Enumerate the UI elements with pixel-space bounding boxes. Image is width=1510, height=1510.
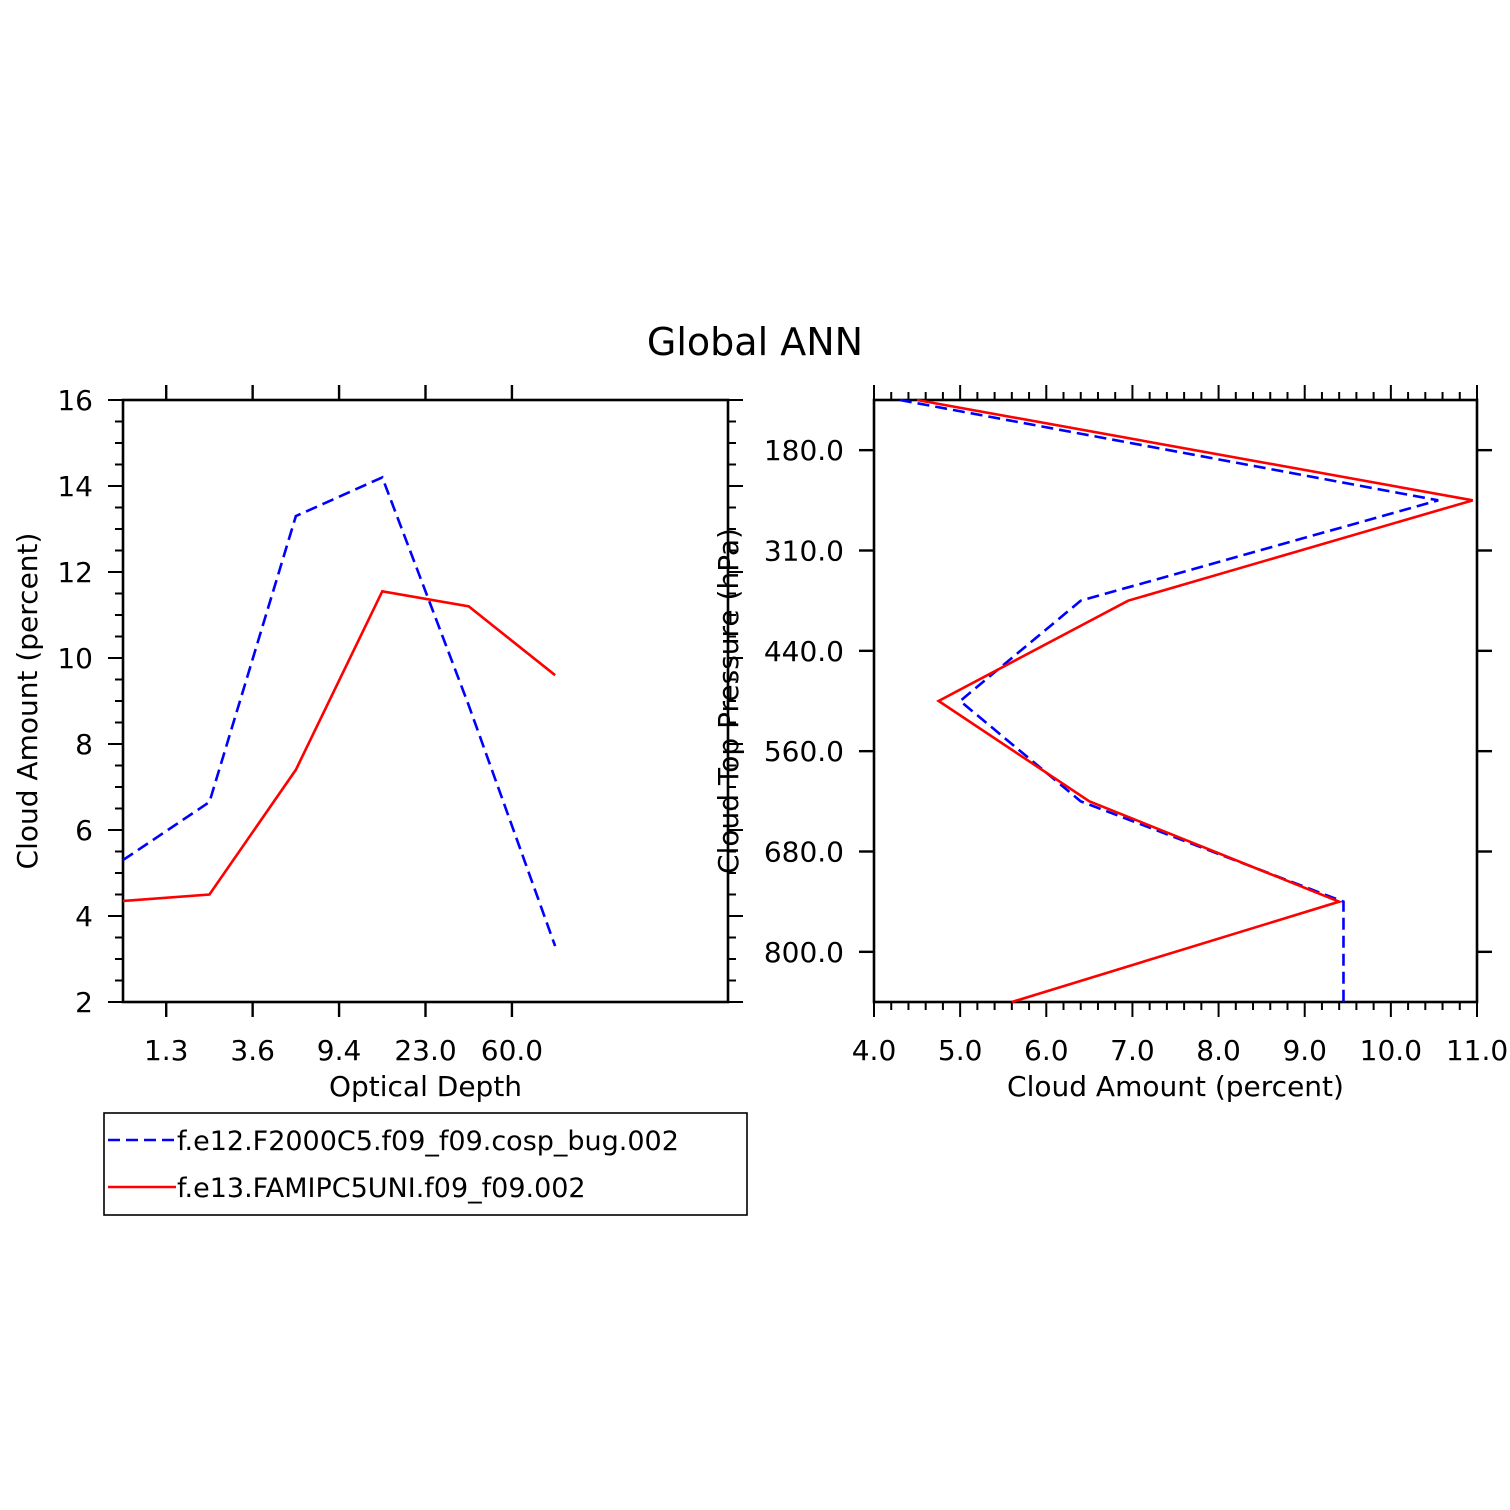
y-tick-label: 680.0 [764, 836, 844, 869]
y-tick-label: 10 [57, 642, 93, 675]
y-tick-label: 8 [75, 728, 93, 761]
x-tick-label: 9.0 [1282, 1034, 1327, 1067]
y-tick-label: 560.0 [764, 735, 844, 768]
x-tick-label: 3.6 [230, 1034, 275, 1067]
x-tick-label: 6.0 [1024, 1034, 1069, 1067]
series-line-f-e13-famipc5uni-f09-f09-002 [122, 589, 556, 903]
legend-box [103, 1112, 748, 1216]
plot-frame [872, 398, 1479, 1004]
cloud-top-pressure-chart: 4.0 5.0 6.0 7.0 8.0 9.0 10.0 11.0 180.0 310.0 440.… [712, 385, 1508, 1103]
y-tick-label: 12 [57, 556, 93, 589]
y-tick-label: 310.0 [764, 535, 844, 568]
y-tick-label: 4 [75, 900, 93, 933]
x-tick-label: 1.3 [144, 1034, 189, 1067]
y-tick-label: 16 [57, 384, 93, 417]
x-tick-label: 60.0 [481, 1034, 543, 1067]
x-tick-label: 8.0 [1196, 1034, 1241, 1067]
series-line-f-e13-famipc5uni-f09-f09-002 [916, 398, 1474, 1004]
y-axis-label: Cloud Top Pressure (hPa) [712, 528, 745, 874]
figure-title: Global ANN [647, 320, 863, 364]
legend: f.e12.F2000C5.f09_f09.cosp_bug.002 f.e13… [103, 1112, 748, 1216]
x-axis-label: Optical Depth [329, 1070, 522, 1103]
x-tick-label: 7.0 [1110, 1034, 1155, 1067]
series-line-f-e12-f2000c5-f09-f09-cosp-bug-002 [122, 475, 557, 947]
y-tick-label: 14 [57, 470, 93, 503]
y-tick-label: 6 [75, 814, 93, 847]
y-tick-label: 2 [75, 986, 93, 1019]
x-axis-label: Cloud Amount (percent) [1007, 1070, 1344, 1103]
legend-label-series-2: f.e13.FAMIPC5UNI.f09_f09.002 [177, 1173, 586, 1204]
y-axis-label: Cloud Amount (percent) [11, 533, 44, 870]
x-tick-label: 10.0 [1360, 1034, 1422, 1067]
x-tick-label: 11.0 [1446, 1034, 1508, 1067]
x-tick-label: 9.4 [317, 1034, 362, 1067]
y-tick-label: 440.0 [764, 635, 844, 668]
legend-label-series-1: f.e12.F2000C5.f09_f09.cosp_bug.002 [177, 1126, 679, 1157]
y-tick-label: 180.0 [764, 434, 844, 467]
plot-frame [121, 398, 730, 1004]
y-tick-label: 800.0 [764, 936, 844, 969]
series-line-f-e12-f2000c5-f09-f09-cosp-bug-002 [899, 398, 1439, 1002]
x-tick-label: 23.0 [394, 1034, 456, 1067]
x-tick-label: 4.0 [852, 1034, 897, 1067]
x-tick-label: 5.0 [938, 1034, 983, 1067]
